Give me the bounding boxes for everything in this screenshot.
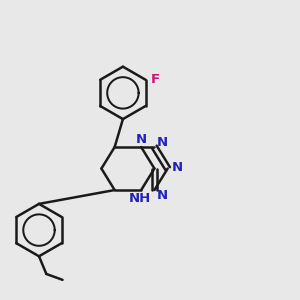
Text: F: F — [151, 73, 160, 86]
Text: N: N — [136, 133, 147, 146]
Text: N: N — [157, 189, 168, 202]
Text: N: N — [157, 136, 168, 149]
Text: NH: NH — [129, 192, 151, 206]
Text: N: N — [172, 161, 183, 175]
